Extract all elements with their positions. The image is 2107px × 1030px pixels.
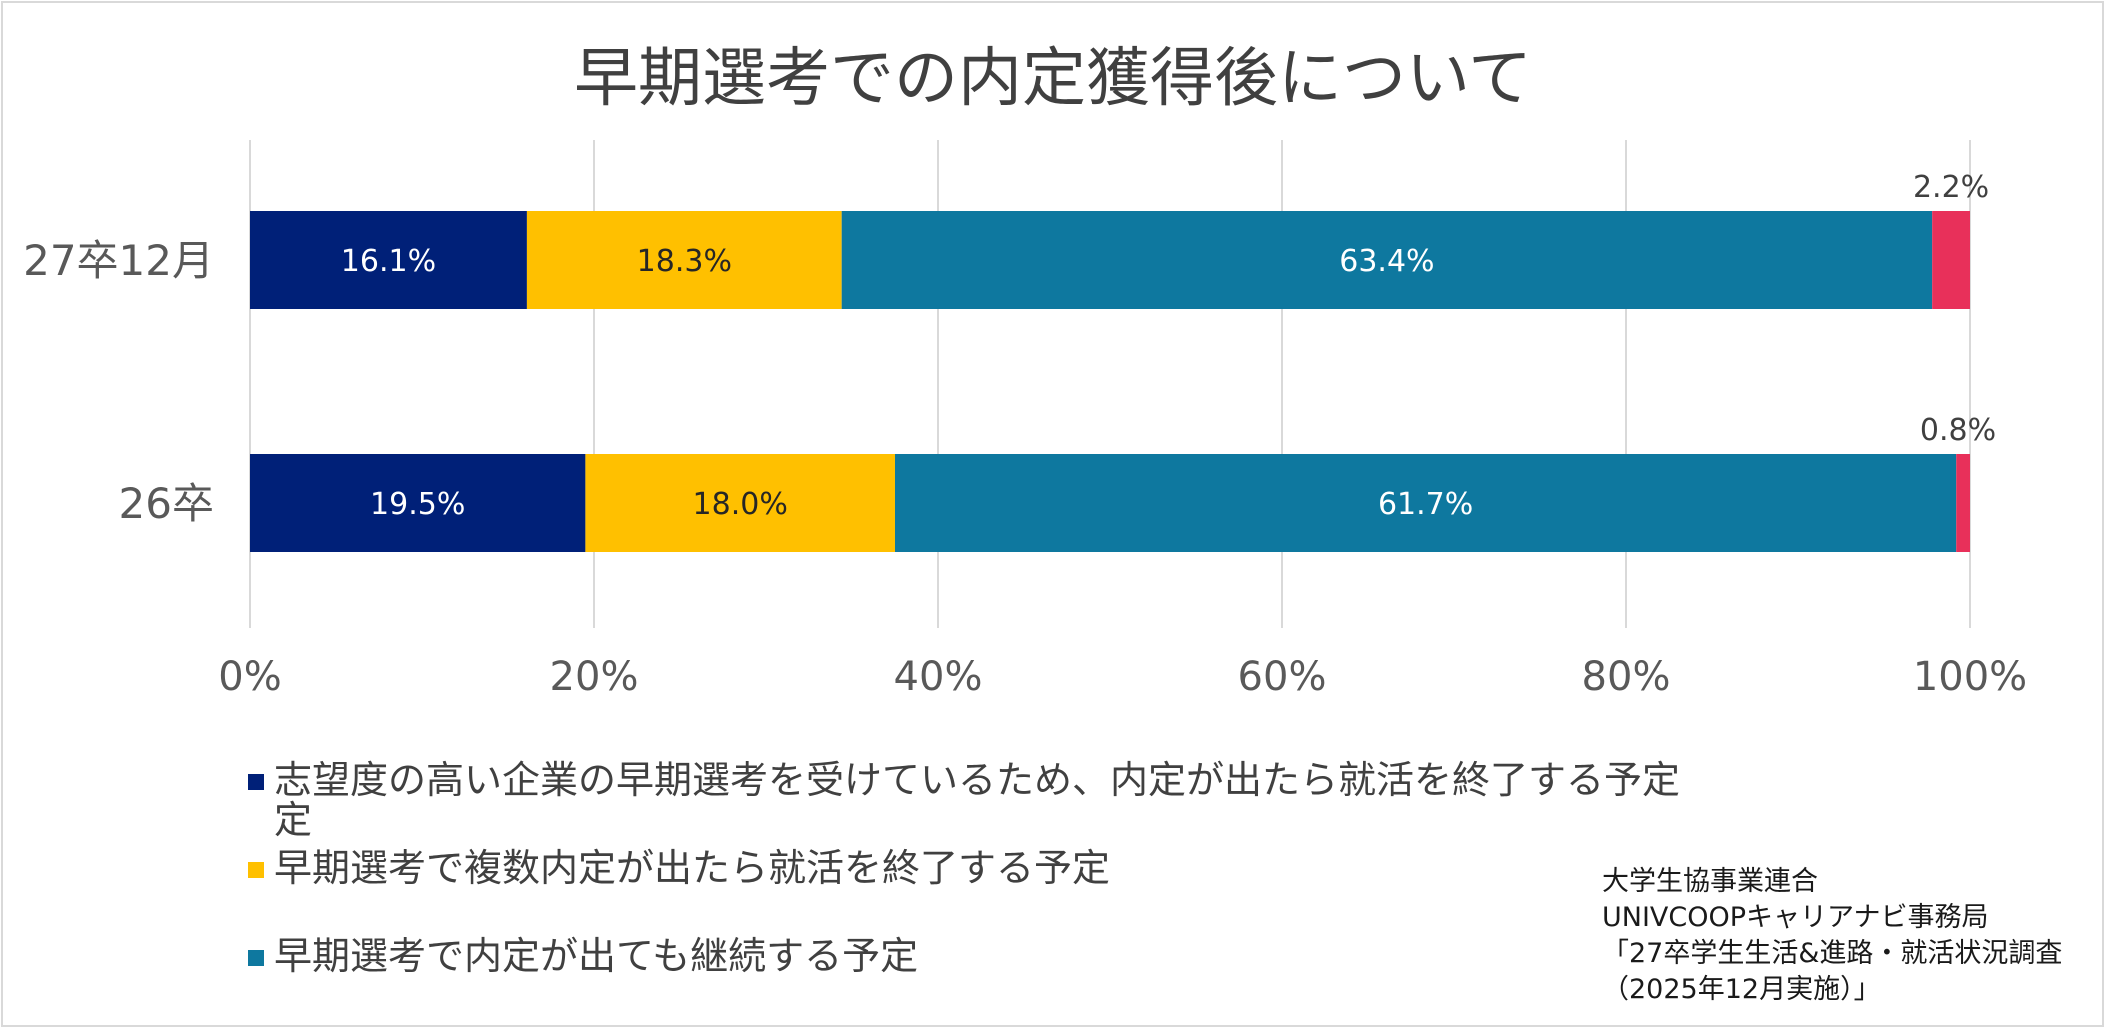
x-tick-label: 40% <box>894 654 983 700</box>
x-tick-label: 60% <box>1238 654 1327 700</box>
category-labels: 27卒12月 26卒 <box>23 236 214 528</box>
legend-swatch <box>248 950 264 966</box>
legend-label: 早期選考で複数内定が出たら就活を終了する予定 <box>274 846 1111 890</box>
bar-segment <box>1956 454 1970 552</box>
data-label: 19.5% <box>370 487 465 522</box>
legend-swatch <box>248 862 264 878</box>
x-tick-label: 20% <box>550 654 639 700</box>
source-line: 「27卒学生生活&進路・就活状況調査 <box>1602 938 2063 969</box>
data-label: 63.4% <box>1339 244 1434 279</box>
bars <box>250 211 1970 552</box>
category-label: 27卒12月 <box>23 236 214 285</box>
data-label: 0.8% <box>1920 413 1996 448</box>
x-tick-label: 0% <box>218 654 281 700</box>
x-tick-label: 80% <box>1582 654 1671 700</box>
legend-label: 志望度の高い企業の早期選考を受けているため、内定が出たら就活を終了する予定 <box>274 758 1681 802</box>
source-note: 大学生協事業連合 UNIVCOOPキャリアナビ事務局 「27卒学生生活&進路・就… <box>1602 864 2062 1008</box>
data-label: 61.7% <box>1378 487 1473 522</box>
bar-segment <box>250 211 527 309</box>
bar-segment <box>526 211 842 309</box>
x-axis-ticks: 0% 20% 40% 60% 80% 100% <box>218 654 2027 700</box>
data-label: 18.0% <box>693 487 788 522</box>
data-labels: 16.1% 18.3% 63.4% 2.2% 19.5% 18.0% 61.7% 0.8% <box>341 170 1996 522</box>
data-label: 2.2% <box>1913 170 1989 205</box>
data-label: 18.3% <box>637 244 732 279</box>
category-label: 26卒 <box>119 479 214 528</box>
data-label: 16.1% <box>341 244 436 279</box>
bar-segment <box>895 454 1957 552</box>
bar-segment <box>585 454 895 552</box>
chart-title: 早期選考での内定獲得後について <box>574 42 1532 116</box>
source-line: UNIVCOOPキャリアナビ事務局 <box>1602 902 1989 933</box>
legend-label: 早期選考で内定が出ても継続する予定 <box>274 934 919 978</box>
bar-segment <box>841 211 1933 309</box>
source-line: 大学生協事業連合 <box>1602 866 1818 897</box>
legend-swatch <box>248 774 264 790</box>
legend-label-continuation: 定 <box>274 798 313 842</box>
source-line: （2025年12月実施）」 <box>1602 974 1881 1005</box>
bar-segment <box>1932 211 1970 309</box>
bar-segment <box>250 454 586 552</box>
x-tick-label: 100% <box>1913 654 2027 700</box>
